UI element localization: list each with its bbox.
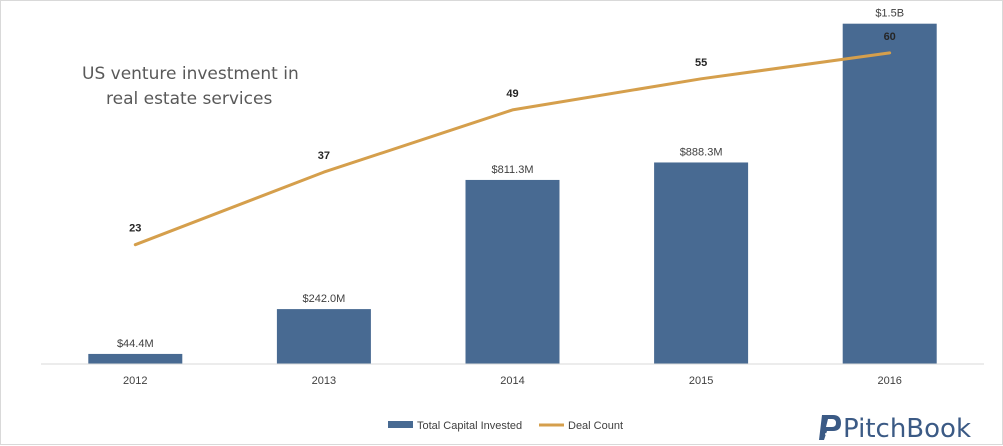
- bar-2015: [654, 162, 749, 364]
- deal-count-label-2015: 55: [695, 57, 707, 69]
- deal-count-label-2012: 23: [129, 223, 141, 235]
- x-tick-2012: 2012: [123, 375, 147, 387]
- x-tick-2014: 2014: [500, 375, 524, 387]
- deal-count-label-2014: 49: [506, 88, 518, 100]
- bar-value-label-2013: $242.0M: [302, 293, 345, 305]
- bar-2013: [276, 309, 371, 364]
- bar-2014: [465, 179, 560, 364]
- x-tick-labels: 2012 2013 2014 2015 2016: [123, 375, 902, 387]
- deal-count-line: [133, 51, 892, 247]
- bar-2012: [88, 353, 183, 364]
- bar-2016: [842, 23, 937, 364]
- deal-count-label-2013: 37: [318, 150, 330, 162]
- legend-label-total-capital: Total Capital Invested: [417, 420, 522, 432]
- line-labels-layer: 23 37 49 55 60: [129, 31, 896, 235]
- legend-label-deal-count: Deal Count: [568, 420, 623, 432]
- chart-title-line-1: US venture investment in: [82, 64, 299, 84]
- legend-swatch-total-capital: [388, 421, 413, 428]
- legend: Total Capital Invested Deal Count: [388, 420, 623, 432]
- deal-count-label-2016: 60: [884, 31, 896, 43]
- chart-title-line-2: real estate services: [106, 89, 272, 109]
- bar-value-label-2016: $1.5B: [875, 8, 904, 20]
- pitchbook-logo-icon: [819, 415, 841, 440]
- x-tick-2015: 2015: [689, 375, 713, 387]
- bar-value-label-2015: $888.3M: [680, 146, 723, 158]
- bar-value-label-2012: $44.4M: [117, 338, 154, 350]
- x-tick-2016: 2016: [877, 375, 901, 387]
- bar-labels-layer: $44.4M $242.0M $811.3M $888.3M $1.5B: [117, 8, 904, 350]
- pitchbook-logo: PitchBook: [819, 414, 971, 444]
- bars-layer: [88, 23, 937, 364]
- pitchbook-wordmark: PitchBook: [843, 414, 971, 444]
- bar-value-label-2014: $811.3M: [492, 164, 534, 176]
- x-tick-2013: 2013: [312, 375, 336, 387]
